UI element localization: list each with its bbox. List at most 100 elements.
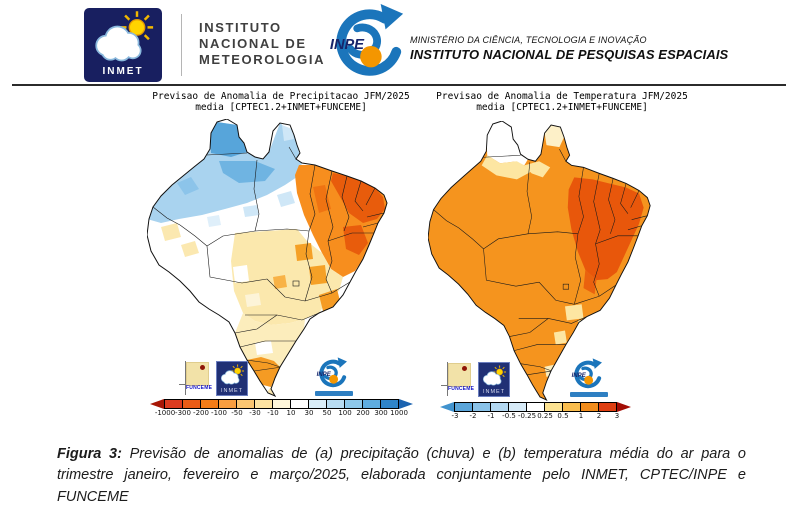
precipitation-map bbox=[147, 119, 388, 398]
inpe-mini-logo bbox=[570, 358, 608, 398]
colorbar-segment bbox=[273, 400, 291, 408]
inmet-name-line2: NACIONAL DE bbox=[199, 36, 307, 51]
inpe-swirl-icon bbox=[570, 358, 604, 392]
colorbar-tick-label: 1 bbox=[578, 412, 584, 420]
colorbar-segment bbox=[219, 400, 237, 408]
colorbar-left-arrow bbox=[150, 399, 164, 409]
ministry-line: MINISTÉRIO DA CIÊNCIA, TECNOLOGIA E INOV… bbox=[410, 35, 647, 45]
temperature-map bbox=[428, 121, 651, 402]
colorbar-tick-label: -100 bbox=[211, 409, 227, 417]
inpe-banner-bar bbox=[570, 392, 608, 397]
colorbar-tick-labels: -3 -2 -1 -0.5 -0.25 0.25 0.5 1 2 3 bbox=[440, 412, 640, 421]
colorbar-tick-label: 30 bbox=[304, 409, 314, 417]
inmet-mini-logo: INMET bbox=[216, 361, 248, 396]
colorbar-tick-label: -50 bbox=[231, 409, 243, 417]
cloud-sun-icon bbox=[88, 10, 158, 70]
colorbar-tick-label: -2 bbox=[469, 412, 477, 420]
inpe-swirl-icon bbox=[315, 357, 349, 391]
colorbar-tick-label: 0.5 bbox=[557, 412, 569, 420]
inmet-mini-label: INMET bbox=[482, 389, 506, 395]
inpe-institute-line: INSTITUTO NACIONAL DE PESQUISAS ESPACIAI… bbox=[410, 47, 729, 62]
colorbar-tick-label: 50 bbox=[322, 409, 332, 417]
colorbar-tick-label: -1000 bbox=[154, 409, 176, 417]
colorbar-segment bbox=[183, 400, 201, 408]
colorbar-segment bbox=[291, 400, 309, 408]
colorbar-tick-label: -0.5 bbox=[502, 412, 516, 420]
colorbar-segment bbox=[581, 403, 599, 411]
inpe-banner-bar bbox=[315, 391, 353, 396]
colorbar-right-arrow bbox=[617, 402, 631, 412]
precipitation-anomaly-regions bbox=[147, 122, 387, 396]
colorbar-tick-label: -30 bbox=[249, 409, 261, 417]
colorbar-segment bbox=[165, 400, 183, 408]
temperature-title-line1: Previsao de Anomalia de Temperatura JFM/… bbox=[436, 91, 688, 102]
inmet-logo-label: INMET bbox=[102, 66, 144, 77]
colorbar-segment bbox=[327, 400, 345, 408]
colorbar-segment bbox=[381, 400, 398, 408]
colorbar-segment bbox=[527, 403, 545, 411]
header-divider bbox=[181, 14, 182, 76]
colorbar-segment bbox=[599, 403, 616, 411]
inpe-swirl-icon bbox=[326, 1, 408, 87]
colorbar-tick-label: 200 bbox=[356, 409, 370, 417]
temperature-colorbar: -3 -2 -1 -0.5 -0.25 0.25 0.5 1 2 3 bbox=[440, 402, 640, 422]
funceme-label: FUNCEME bbox=[448, 386, 475, 392]
temperature-title-line2: media [CPTEC1.2+INMET+FUNCEME] bbox=[476, 102, 648, 113]
ministry-block: MINISTÉRIO DA CIÊNCIA, TECNOLOGIA E INOV… bbox=[410, 35, 728, 62]
funceme-logo: FUNCEME bbox=[179, 361, 219, 395]
colorbar-segment bbox=[473, 403, 491, 411]
colorbar-right-arrow bbox=[399, 399, 413, 409]
colorbar-tick-label: 100 bbox=[338, 409, 352, 417]
cloud-sun-icon bbox=[218, 363, 246, 389]
colorbar-tick-label: 3 bbox=[614, 412, 620, 420]
colorbar-tick-label: 1000 bbox=[390, 409, 408, 417]
inmet-mini-label: INMET bbox=[220, 388, 244, 394]
precipitation-figure: Previsao de Anomalia de Precipitacao JFM… bbox=[143, 91, 419, 425]
funceme-label: FUNCEME bbox=[186, 385, 213, 391]
colorbar-tick-label: -300 bbox=[175, 409, 191, 417]
state-borders bbox=[433, 149, 648, 376]
temperature-figure: Previsao de Anomalia de Temperatura JFM/… bbox=[424, 91, 700, 425]
header-rule bbox=[12, 84, 786, 86]
colorbar-tick-label: 2 bbox=[596, 412, 602, 420]
brazil-outline bbox=[147, 119, 388, 398]
funceme-axis-vline bbox=[447, 362, 448, 396]
state-borders bbox=[152, 146, 385, 372]
colorbar-segment bbox=[237, 400, 255, 408]
colorbar-segment bbox=[309, 400, 327, 408]
funceme-axis-vline bbox=[185, 361, 186, 395]
colorbar-tick-label: 0.25 bbox=[537, 412, 553, 420]
funceme-dot-icon bbox=[462, 366, 467, 371]
precipitation-title-line1: Previsao de Anomalia de Precipitacao JFM… bbox=[152, 91, 410, 102]
inmet-logo: INMET bbox=[84, 8, 162, 82]
figure-caption-label: Figura 3: bbox=[57, 445, 122, 462]
inmet-institute-name: INSTITUTO NACIONAL DE METEOROLOGIA bbox=[199, 20, 325, 68]
colorbar-tick-label: -1 bbox=[487, 412, 495, 420]
colorbar-tick-label: 300 bbox=[374, 409, 388, 417]
inmet-name-line1: INSTITUTO bbox=[199, 20, 282, 35]
colorbar-segment bbox=[491, 403, 509, 411]
colorbar-segment bbox=[345, 400, 363, 408]
colorbar-tick-label: -10 bbox=[267, 409, 279, 417]
colorbar-tick-label: 10 bbox=[286, 409, 296, 417]
inpe-logo bbox=[326, 1, 408, 87]
inmet-name-line3: METEOROLOGIA bbox=[199, 52, 326, 67]
colorbar-tick-labels: -1000 -300 -200 -100 -50 -30 -10 10 30 50 100 200 30… bbox=[150, 409, 414, 418]
temperature-title: Previsao de Anomalia de Temperatura JFM/… bbox=[424, 91, 700, 113]
colorbar-segment bbox=[363, 400, 381, 408]
precipitation-colorbar: -1000 -300 -200 -100 -50 -30 -10 10 30 50 100 200 30… bbox=[150, 399, 414, 419]
colorbar-segment bbox=[563, 403, 581, 411]
colorbar-segment bbox=[201, 400, 219, 408]
colorbar-left-arrow bbox=[440, 402, 454, 412]
funceme-square-icon bbox=[186, 362, 209, 386]
precipitation-title: Previsao de Anomalia de Precipitacao JFM… bbox=[143, 91, 419, 113]
colorbar-tick-label: -200 bbox=[193, 409, 209, 417]
figure-caption-text: Previsão de anomalias de (a) precipitaçã… bbox=[57, 445, 746, 505]
precipitation-title-line2: media [CPTEC1.2+INMET+FUNCEME] bbox=[195, 102, 367, 113]
colorbar-segment bbox=[545, 403, 563, 411]
inpe-mini-logo bbox=[315, 357, 353, 397]
colorbar-tick-label: -3 bbox=[451, 412, 459, 420]
funceme-dot-icon bbox=[200, 365, 205, 370]
figure-caption: Figura 3: Previsão de anomalias de (a) p… bbox=[57, 444, 746, 509]
